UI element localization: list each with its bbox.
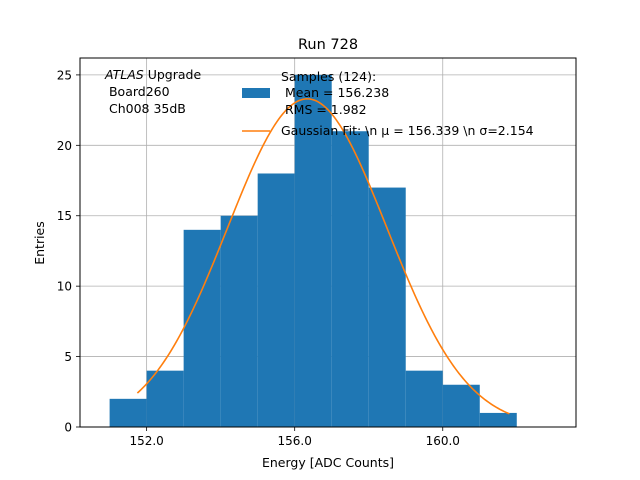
histogram-bar (405, 370, 443, 427)
x-axis-label: Energy [ADC Counts] (262, 455, 394, 470)
histogram-bar (294, 74, 332, 428)
histogram-bar (331, 131, 369, 428)
legend-fit-label: Gaussian Fit: \n μ = 156.339 \n σ=2.154 (281, 123, 534, 138)
histogram-bar (146, 370, 184, 427)
y-axis-label: Entries (32, 221, 47, 265)
y-tick-label: 25 (57, 68, 72, 82)
histogram-bar (257, 173, 295, 427)
y-tick-label: 0 (64, 421, 72, 435)
upgrade-label: Upgrade (144, 67, 202, 82)
gaussian-fit-curve (136, 98, 510, 415)
legend-samples-line-1: Samples (124): (281, 69, 376, 84)
chart-title: Run 728 (298, 37, 358, 53)
histogram-bar (442, 384, 480, 427)
legend-samples-line-3: RMS = 1.982 (281, 102, 367, 117)
x-tick-label: 160.0 (426, 434, 460, 448)
histogram-bar (479, 412, 517, 427)
y-axis-ticks: 0 5 10 15 20 25 (57, 68, 80, 435)
legend-samples-line-2: Mean = 156.238 (281, 85, 389, 100)
plot-frame (79, 57, 577, 428)
atlas-label: ATLAS (104, 67, 144, 82)
histogram-bar (368, 187, 406, 427)
annotation-line-2: Board260 (105, 84, 170, 99)
legend: Samples (124): Mean = 156.238 RMS = 1.98… (242, 69, 534, 138)
y-tick-label: 15 (57, 209, 72, 223)
histogram-bar (109, 398, 147, 427)
histogram-bar (220, 215, 258, 427)
x-tick-label: 152.0 (129, 434, 163, 448)
atlas-annotation: ATLAS Upgrade Board260 Ch008 35dB (104, 67, 201, 116)
annotation-line-3: Ch008 35dB (105, 101, 186, 116)
x-axis-ticks: 152.0 156.0 160.0 (129, 427, 460, 448)
histogram-bar (183, 229, 221, 427)
annotation-line-1: ATLAS Upgrade (104, 67, 201, 82)
y-tick-label: 10 (57, 280, 72, 294)
x-tick-label: 156.0 (278, 434, 312, 448)
y-tick-label: 5 (64, 350, 72, 364)
histogram-bars (109, 74, 517, 428)
y-tick-label: 20 (57, 139, 72, 153)
legend-samples-swatch (242, 88, 270, 98)
